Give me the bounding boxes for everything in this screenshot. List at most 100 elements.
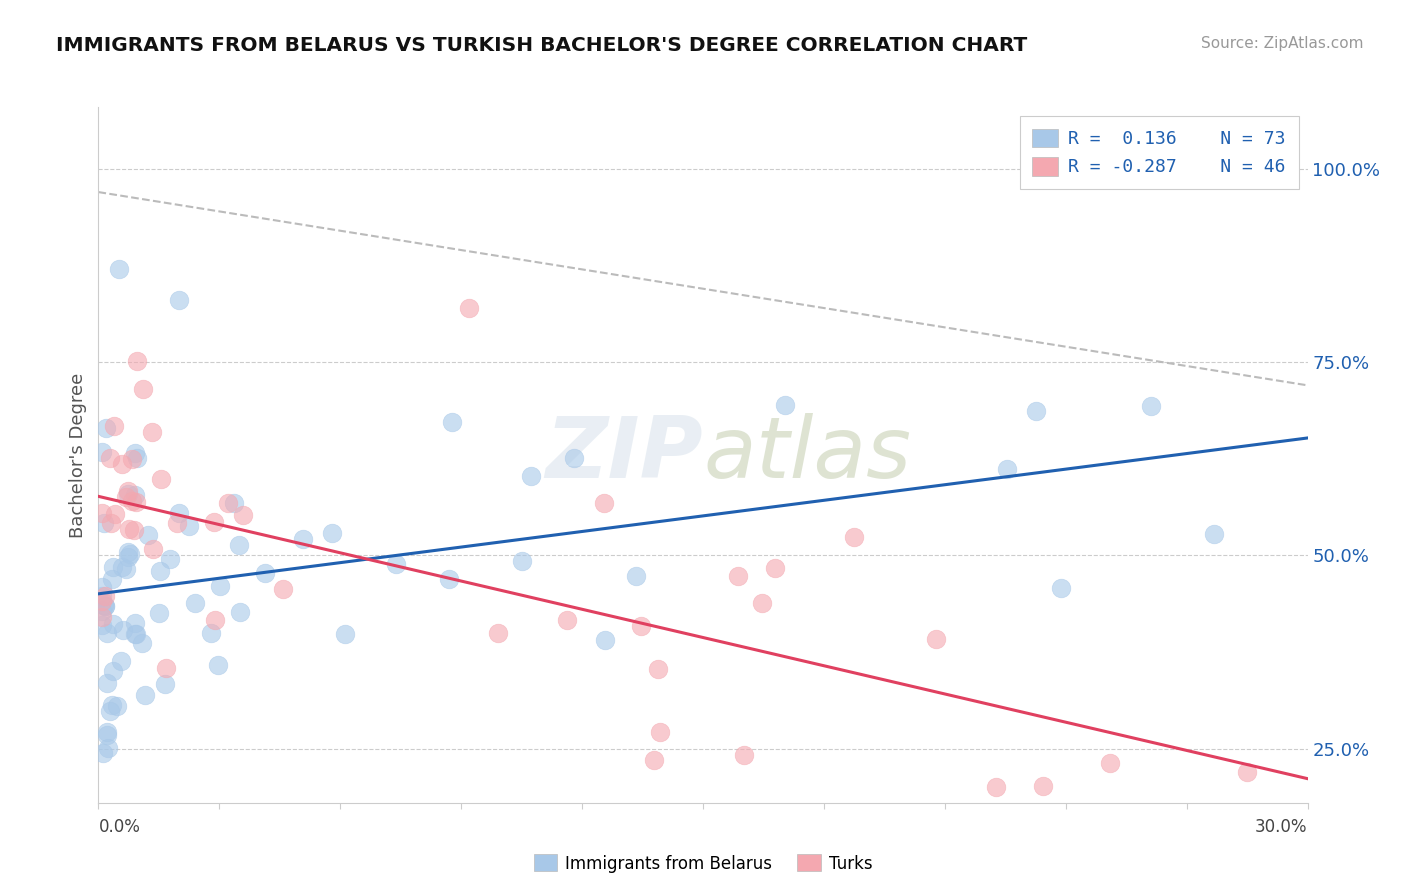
Point (1050, 581, 1073, 595)
Point (104, 507, 127, 521)
Point (153, 677, 176, 691)
Point (1032, 779, 1054, 793)
Text: ZIP: ZIP (546, 413, 703, 497)
Point (1025, 404, 1047, 418)
Point (169, 506, 191, 520)
Point (120, 547, 142, 561)
Point (122, 523, 145, 537)
Point (1236, 764, 1258, 779)
Point (200, 626, 222, 640)
Point (593, 632, 616, 647)
Point (1099, 756, 1122, 770)
Point (101, 560, 124, 574)
Point (91, 506, 114, 520)
Point (125, 627, 148, 641)
Point (207, 657, 229, 672)
Point (101, 572, 124, 586)
Point (115, 491, 138, 505)
Point (184, 596, 207, 610)
Point (117, 484, 139, 499)
Point (117, 549, 139, 564)
Point (96, 676, 118, 690)
Point (159, 552, 181, 566)
Point (125, 354, 148, 368)
Point (562, 450, 585, 465)
Point (271, 582, 294, 597)
Point (110, 654, 132, 668)
Point (100, 704, 122, 718)
Point (149, 472, 172, 486)
Point (141, 425, 163, 440)
Point (763, 561, 786, 575)
Point (179, 518, 201, 533)
Point (110, 457, 132, 471)
Point (125, 451, 148, 466)
Point (121, 494, 143, 508)
Point (91, 604, 114, 618)
Point (228, 606, 250, 620)
Point (134, 688, 156, 702)
Point (91, 580, 114, 594)
Point (510, 554, 533, 568)
Text: Source: ZipAtlas.com: Source: ZipAtlas.com (1201, 36, 1364, 51)
Point (124, 615, 146, 630)
Point (727, 569, 749, 583)
Point (148, 607, 170, 621)
Point (107, 262, 129, 277)
Point (555, 613, 578, 627)
Point (117, 486, 139, 500)
Text: IMMIGRANTS FROM BELARUS VS TURKISH BACHELOR'S DEGREE CORRELATION CHART: IMMIGRANTS FROM BELARUS VS TURKISH BACHE… (56, 36, 1028, 54)
Text: 30.0%: 30.0% (1256, 818, 1308, 837)
Point (93, 598, 115, 612)
Point (111, 560, 134, 574)
Point (1140, 399, 1163, 413)
Point (101, 698, 124, 712)
Point (208, 579, 231, 593)
Point (385, 557, 408, 571)
Point (96, 725, 118, 739)
Point (98, 450, 121, 465)
Point (117, 544, 139, 558)
Point (643, 753, 665, 767)
Point (458, 301, 481, 315)
Point (91, 444, 114, 458)
Point (439, 572, 461, 586)
Point (94, 589, 117, 603)
Point (91, 589, 114, 603)
Legend: R =  0.136    N = 73, R = -0.287    N = 46: R = 0.136 N = 73, R = -0.287 N = 46 (1019, 116, 1299, 189)
Y-axis label: Bachelor's Degree: Bachelor's Degree (69, 372, 87, 538)
Point (751, 596, 773, 610)
Point (103, 419, 125, 434)
Point (118, 522, 141, 536)
Point (232, 508, 254, 522)
Point (486, 626, 509, 640)
Point (91, 593, 114, 607)
Point (136, 528, 159, 542)
Point (131, 636, 153, 650)
Point (630, 619, 652, 633)
Point (440, 415, 463, 429)
Point (124, 627, 146, 641)
Point (321, 526, 343, 541)
Point (224, 496, 246, 510)
Legend: Immigrants from Belarus, Turks: Immigrants from Belarus, Turks (527, 847, 879, 880)
Point (650, 725, 672, 739)
Text: atlas: atlas (703, 413, 911, 497)
Point (228, 538, 250, 552)
Point (142, 542, 165, 557)
Point (121, 452, 143, 467)
Point (111, 624, 134, 638)
Point (124, 446, 146, 460)
Point (166, 516, 188, 530)
Point (103, 617, 125, 632)
Point (97, 741, 120, 756)
Point (94, 599, 117, 613)
Point (96, 626, 118, 640)
Point (204, 516, 226, 530)
Point (733, 747, 755, 762)
Point (335, 627, 357, 641)
Point (842, 530, 865, 544)
Text: 0.0%: 0.0% (98, 818, 141, 837)
Point (149, 564, 172, 578)
Point (624, 568, 647, 582)
